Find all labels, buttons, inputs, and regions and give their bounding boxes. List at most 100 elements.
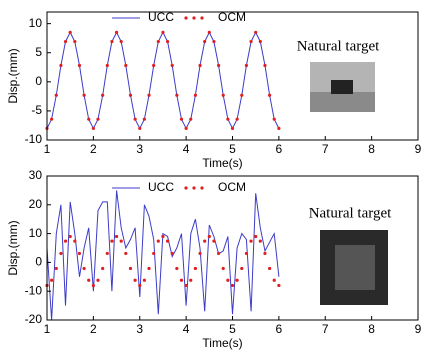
data-point [240,93,244,97]
data-point [101,93,105,97]
data-point [268,266,272,271]
y-tick-label: 10 [29,16,43,30]
data-point [226,278,230,282]
data-point [152,63,156,68]
data-point [272,278,276,282]
x-tick-label: 3 [136,142,143,156]
data-point [68,30,72,34]
x-axis-label: Time(s) [202,336,242,350]
data-point [128,93,133,97]
data-point [203,39,207,44]
data-point [152,251,156,256]
data-point [68,234,72,239]
data-point [212,239,216,243]
y-axis-label: Disp.(mm) [6,48,20,103]
data-point [212,39,216,44]
data-point [235,278,239,282]
data-point [244,63,249,68]
data-point [216,251,221,256]
x-tick-label: 3 [136,322,143,336]
data-point [96,117,100,121]
x-axis-label: Time(s) [202,156,242,170]
legend-marker [192,16,196,20]
data-point [184,126,188,130]
data-point [258,239,262,243]
legend-label: UCC [148,10,174,24]
annotation: Natural target [297,38,380,54]
data-point [142,117,146,121]
inset-target [335,245,375,290]
data-line [46,31,280,130]
x-tick-label: 7 [322,142,329,156]
y-axis-label: Disp.(mm) [6,220,20,275]
y-tick-label: 30 [29,168,43,182]
data-point [63,39,68,44]
data-point [198,251,202,256]
data-point [128,266,133,271]
data-point [138,126,142,130]
y-tick-label: -10 [25,283,43,297]
data-point [138,283,142,288]
x-tick-label: 9 [415,322,422,336]
data-point [175,266,179,271]
x-tick-label: 8 [368,142,375,156]
data-point [147,93,151,97]
data-point [240,266,244,271]
data-point [198,63,202,68]
y-tick-label: 5 [35,45,42,59]
data-point [133,278,137,282]
data-point [179,278,184,282]
data-point [124,63,128,68]
data-point [263,63,267,68]
data-point [254,30,258,34]
annotation: Natural target [309,205,392,221]
data-point [277,126,281,130]
x-tick-label: 8 [368,322,375,336]
y-tick-label: 0 [35,74,42,88]
data-point [54,93,58,97]
x-tick-label: 9 [415,142,422,156]
data-point [226,117,230,121]
data-point [101,266,105,271]
data-point [277,283,281,288]
x-tick-label: 5 [229,322,236,336]
data-point [193,266,197,271]
data-point [110,39,114,44]
data-point [114,30,119,34]
data-point [263,251,267,256]
data-point [119,39,123,44]
data-point [142,278,146,282]
data-point [87,278,91,282]
y-tick-label: -10 [25,132,43,146]
data-point [249,39,253,44]
data-point [272,117,276,121]
data-point [175,93,179,97]
y-tick-label: 0 [35,255,42,269]
data-line [46,190,280,321]
x-tick-label: 5 [229,142,236,156]
x-tick-label: 1 [44,142,51,156]
data-point [110,239,114,243]
data-point [54,266,58,271]
data-point [254,234,258,239]
data-point [91,126,95,130]
legend-label: OCM [218,10,246,24]
data-point [82,93,86,97]
data-point [230,283,235,288]
legend-marker [184,16,188,20]
data-point [216,63,221,68]
data-point [207,30,211,34]
data-point [189,117,193,121]
data-point [114,234,119,239]
data-point [244,251,249,256]
data-point [249,239,253,243]
data-point [235,117,239,121]
data-point [96,278,100,282]
data-point [161,234,165,239]
inset-photo-base [310,92,375,112]
data-point [156,239,160,243]
data-point [161,30,165,34]
data-point [165,239,170,243]
data-point [230,126,235,130]
